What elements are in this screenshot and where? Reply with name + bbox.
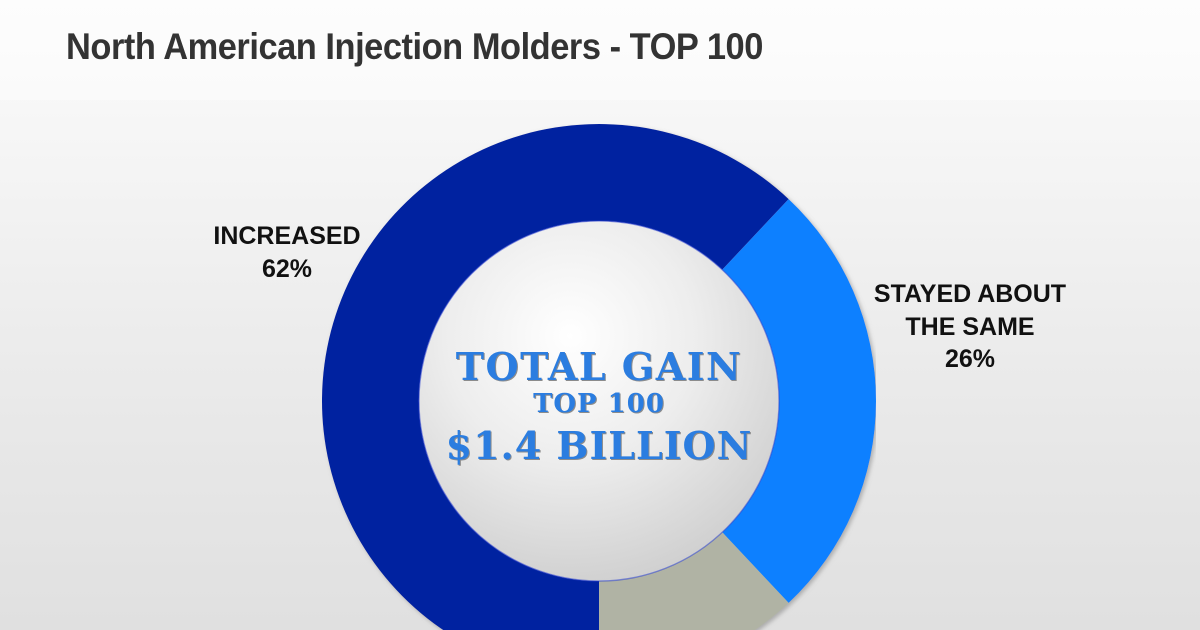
donut-hole: [418, 220, 780, 582]
label-stayed-same-line1: STAYED ABOUT: [873, 280, 1067, 308]
donut-chart-svg: [322, 124, 876, 630]
label-increased-name: INCREASED: [213, 222, 361, 250]
label-stayed-same-line2: THE SAME: [905, 312, 1035, 341]
center-top-100: TOP 100: [533, 389, 665, 420]
page-title: North American Injection Molders - TOP 1…: [66, 26, 763, 67]
label-increased: INCREASED 62%: [172, 220, 402, 285]
chart-area: INCREASED 62% STAYED ABOUT THE SAME 26% …: [0, 100, 1200, 630]
donut-hole-outline: [418, 220, 780, 582]
pie-slice-increased[interactable]: [322, 124, 789, 630]
label-stayed-same: STAYED ABOUT THE SAME 26%: [846, 278, 1094, 376]
label-stayed-same-pct: 26%: [944, 345, 996, 373]
header-bar: North American Injection Molders - TOP 1…: [0, 0, 1200, 100]
donut-chart: [322, 124, 876, 630]
center-total-gain: TOTAL GAIN: [455, 344, 743, 389]
label-increased-pct: 62%: [261, 254, 313, 283]
center-amount: $1.4 BILLION: [445, 423, 753, 469]
pie-slice-third[interactable]: [599, 532, 789, 630]
pie-slice-stayed-same[interactable]: [722, 199, 876, 603]
donut-center-annotation: TOTAL GAIN TOP 100 $1.4 BILLION: [397, 346, 801, 470]
